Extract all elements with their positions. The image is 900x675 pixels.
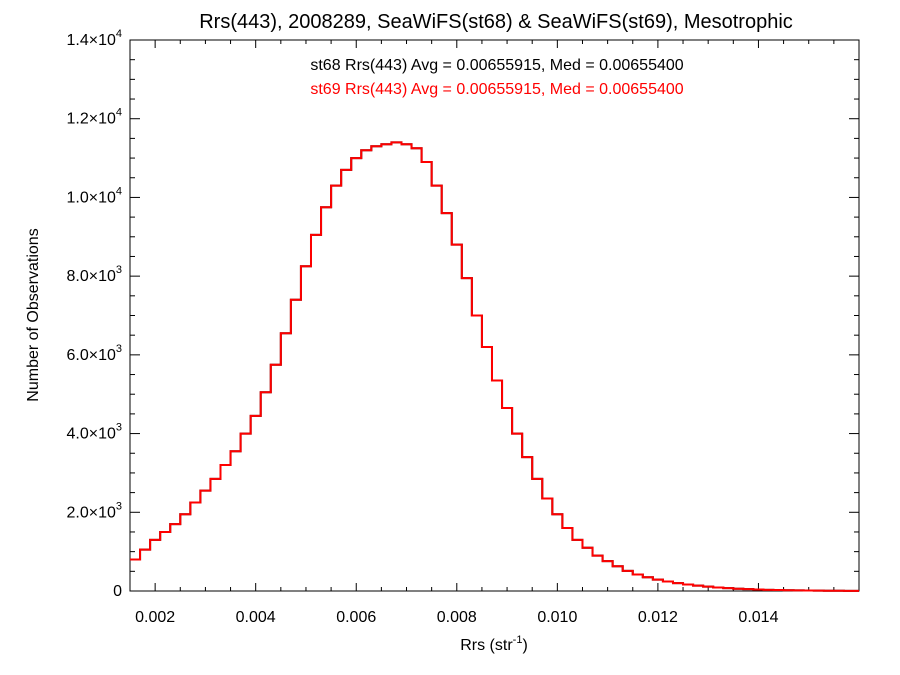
y-tick-label: 1.4×104 (66, 28, 122, 49)
x-axis-label-sup: -1 (513, 634, 523, 646)
y-tick-label: 4.0×103 (66, 422, 122, 443)
stats-annotations: st68 Rrs(443) Avg = 0.00655915, Med = 0.… (310, 57, 683, 98)
histogram-series (130, 141, 859, 592)
x-axis-label: Rrs (str-1) (460, 634, 528, 654)
x-tick-label: 0.012 (638, 609, 678, 626)
x-tick-label: 0.004 (236, 609, 276, 626)
x-axis-ticks: 0.002 0.004 0.006 0.008 0.010 0.012 0.014 (129, 40, 835, 626)
series-st69-line (130, 141, 859, 592)
y-axis-label: Number of Observations (25, 228, 42, 401)
y-axis-ticks: 0 2.0×103 4.0×103 6.0×103 8.0×103 1.0×104 1.2×… (66, 28, 859, 600)
y-tick-label: 2.0×103 (66, 500, 122, 521)
x-tick-label: 0.002 (135, 609, 175, 626)
x-tick-label: 0.010 (537, 609, 577, 626)
x-tick-label: 0.008 (437, 609, 477, 626)
y-tick-label: 0 (113, 583, 122, 600)
y-tick-label: 6.0×103 (66, 343, 122, 364)
x-axis-label-tail: ) (522, 637, 527, 654)
x-axis-label-main: Rrs (str (460, 637, 513, 654)
stat-line-1: st68 Rrs(443) Avg = 0.00655915, Med = 0.… (310, 57, 683, 74)
series-st68-line (130, 141, 859, 592)
x-tick-label: 0.006 (336, 609, 376, 626)
stat-line-2: st69 Rrs(443) Avg = 0.00655915, Med = 0.… (310, 81, 683, 98)
plot-frame (129, 39, 860, 592)
y-tick-label: 8.0×103 (66, 264, 122, 285)
x-tick-label: 0.014 (738, 609, 778, 626)
chart-title: Rrs(443), 2008289, SeaWiFS(st68) & SeaWi… (199, 11, 793, 33)
y-tick-label: 1.0×104 (66, 185, 122, 206)
y-tick-label: 1.2×104 (66, 107, 122, 128)
